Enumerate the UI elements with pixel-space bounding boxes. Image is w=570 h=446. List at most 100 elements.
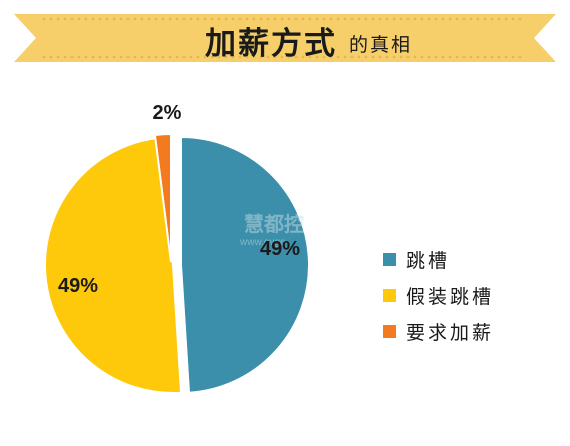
banner-dot: [378, 17, 382, 21]
banner-dot: [364, 55, 368, 59]
banner-dot: [406, 55, 410, 59]
banner-dot: [371, 17, 375, 21]
banner-dot: [196, 17, 200, 21]
banner-dot: [427, 55, 431, 59]
banner-dot: [469, 55, 473, 59]
banner-dot: [511, 55, 515, 59]
banner-dot: [357, 17, 361, 21]
legend: 跳槽 假装跳槽 要求加薪: [383, 241, 494, 349]
banner-dot: [175, 55, 179, 59]
banner-dot: [245, 55, 249, 59]
pie-slice-fake-tiaocao: [44, 136, 183, 394]
slice-labels: 49% 49% 2%: [58, 102, 300, 297]
banner-dot: [56, 17, 60, 21]
banner-dot: [203, 55, 207, 59]
pie-slice-ask-raise: [153, 132, 172, 263]
banner-dot: [161, 55, 165, 59]
banner-dot: [119, 17, 123, 21]
banner-dot: [252, 17, 256, 21]
pie-slice-tiaocao: [180, 135, 310, 394]
banner-dot: [336, 17, 340, 21]
banner-dot: [133, 55, 137, 59]
banner-dot: [350, 55, 354, 59]
banner-dot: [385, 55, 389, 59]
slice-label-fake-tiaocao: 49%: [58, 275, 98, 297]
banner-dot: [364, 17, 368, 21]
banner-dot: [476, 17, 480, 21]
banner-dot: [497, 55, 501, 59]
banner-dot: [182, 17, 186, 21]
banner-dot: [329, 17, 333, 21]
banner-dot: [420, 55, 424, 59]
banner-dot: [441, 17, 445, 21]
banner-dot: [238, 17, 242, 21]
banner-dot: [112, 17, 116, 21]
banner-dot: [189, 17, 193, 21]
banner-dot: [343, 17, 347, 21]
banner-dot: [308, 55, 312, 59]
banner-dot: [126, 55, 130, 59]
banner-dot: [322, 17, 326, 21]
banner-dot: [462, 55, 466, 59]
banner-dot: [378, 55, 382, 59]
legend-swatch-tiaocao: [383, 252, 396, 266]
banner-ribbon: [14, 14, 556, 62]
banner-dot: [56, 55, 60, 59]
legend-label-tiaocao: 跳槽: [406, 249, 451, 272]
banner-dot: [119, 55, 123, 59]
banner-dot: [63, 17, 67, 21]
banner-dot: [147, 55, 151, 59]
banner-dot: [140, 17, 144, 21]
banner-dot: [462, 17, 466, 21]
legend-label-fake-tiaocao: 假装跳槽: [406, 285, 495, 308]
banner-dot: [168, 17, 172, 21]
legend-swatch-fake-tiaocao: [383, 288, 396, 302]
banner-dot: [483, 17, 487, 21]
banner-dot: [231, 17, 235, 21]
banner-dot: [273, 55, 277, 59]
banner-dot: [441, 55, 445, 59]
banner-dot: [217, 55, 221, 59]
banner-dot: [49, 17, 53, 21]
banner-dot: [343, 55, 347, 59]
banner-dot: [455, 55, 459, 59]
banner-dot: [329, 55, 333, 59]
banner-dot: [476, 55, 480, 59]
legend-item-ask-raise: 要求加薪: [383, 313, 494, 349]
banner-dot: [175, 17, 179, 21]
banner-dot: [399, 17, 403, 21]
banner-dot: [266, 17, 270, 21]
banner-dot: [455, 17, 459, 21]
chart-title-main: 加薪方式: [205, 26, 337, 62]
banner-dot: [98, 17, 102, 21]
banner-dot: [336, 55, 340, 59]
watermark-line2: www.evge: [239, 237, 286, 248]
banner-dot: [231, 55, 235, 59]
banner-dot: [84, 55, 88, 59]
legend-swatch-ask-raise: [383, 324, 396, 338]
banner-dot: [294, 55, 298, 59]
banner-dot: [294, 17, 298, 21]
legend-item-tiaocao: 跳槽: [383, 241, 494, 277]
watermark-line1: 慧都控: [244, 212, 304, 236]
banner-dot: [322, 55, 326, 59]
banner-dot: [280, 55, 284, 59]
banner-dot: [42, 17, 46, 21]
title-banner: [14, 14, 556, 62]
banner-dot: [133, 17, 137, 21]
banner-dot: [287, 55, 291, 59]
banner-dot: [98, 55, 102, 59]
banner-dot: [196, 55, 200, 59]
banner-dot: [126, 17, 130, 21]
banner-dot: [504, 17, 508, 21]
slice-label-tiaocao: 49%: [260, 238, 300, 260]
chart-title-sub: 的真相: [349, 34, 413, 56]
banner-dot: [42, 55, 46, 59]
banner-dot: [154, 17, 158, 21]
banner-dot: [112, 55, 116, 59]
banner-dot: [399, 55, 403, 59]
banner-dot: [392, 55, 396, 59]
banner-dot: [105, 55, 109, 59]
banner-dot: [385, 17, 389, 21]
banner-dot: [210, 17, 214, 21]
